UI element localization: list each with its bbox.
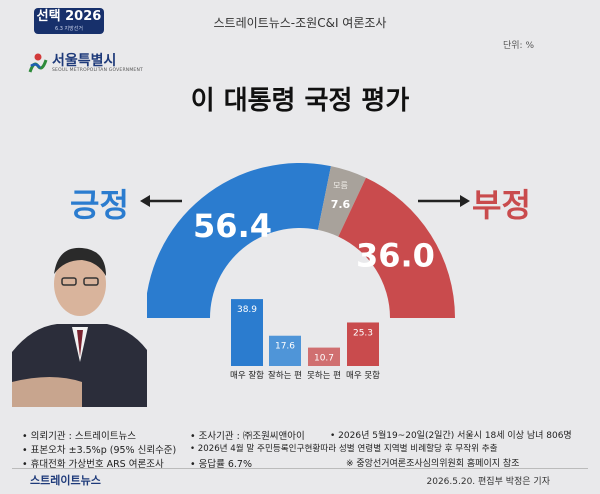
note-period: • 2026년 5월19~20일(2일간) 서울시 18세 이상 남녀 806명 [330, 431, 572, 441]
gauge-value-positive: 56.4 [193, 207, 272, 245]
gauge-value-negative: 36.0 [356, 236, 435, 274]
header-title: 스트레이트뉴스-조원C&I 여론조사 [213, 16, 387, 30]
badge-subtext: 6.3 지방선거 [55, 26, 83, 32]
gauge-value-unknown: 7.6 [331, 198, 351, 211]
gauge-slice-unknown [317, 166, 366, 237]
note-method: • 휴대전화 가상번호 ARS 여론조사 [22, 459, 164, 470]
note-margin: • 표본오차 ±3.5%p (95% 신뢰수준) [22, 445, 177, 456]
region-name: 서울특별시 [52, 53, 117, 69]
bar-value-2: 17.6 [275, 342, 295, 352]
credit-line: 2026.5.20. 편집부 박정은 기자 [426, 477, 551, 487]
president-photo [12, 232, 147, 407]
negative-arrow-icon [418, 195, 470, 207]
bar-value-1: 38.9 [237, 305, 257, 315]
note-agency: • 조사기관 : ㈜조원씨앤아이 [190, 431, 305, 442]
bar-2 [269, 335, 301, 366]
gauge-slice-positive [145, 162, 331, 318]
gauge-label-unknown: 모름 [333, 181, 348, 190]
note-sampling: • 2026년 4월 말 주민등록인구현황따라 성별 연령별 지역별 비례할당 … [190, 444, 498, 454]
note-response: • 응답률 6.7% [190, 459, 252, 470]
brand-name: 스트레이트뉴스 [30, 474, 101, 487]
chart-title: 이 대통령 국정 평가 [190, 86, 410, 116]
survey-notes: • 의뢰기관 : 스트레이트뉴스 • 표본오차 ±3.5%p (95% 신뢰수준… [12, 424, 588, 470]
bar-category-1: 매우 잘함 [230, 370, 264, 381]
note-client: • 의뢰기관 : 스트레이트뉴스 [22, 431, 137, 442]
positive-word: 긍정 [70, 186, 129, 224]
bar-3 [308, 347, 340, 366]
unit-note: 단위: % [502, 41, 534, 51]
footer-divider [12, 468, 588, 469]
badge-text: 선택 2026 [36, 9, 102, 24]
gauge-slice-negative [338, 177, 455, 318]
bar-value-3: 10.7 [314, 354, 334, 364]
bar-value-4: 25.3 [353, 328, 373, 338]
bar-category-3: 못하는 편 [307, 370, 341, 381]
election-badge: 선택 2026 6.3 지방선거 [34, 8, 104, 34]
bar-1 [231, 299, 263, 366]
positive-arrow-icon [140, 195, 182, 207]
negative-word: 부정 [472, 186, 531, 224]
seoul-logo-icon [28, 53, 48, 73]
note-reference: ※ 중앙선거여론조사심의위원회 홈페이지 참조 [346, 459, 520, 469]
bar-category-2: 잘하는 편 [268, 370, 302, 381]
bar-4 [347, 322, 379, 366]
region-subtitle: SEOUL METROPOLITAN GOVERNMENT [52, 68, 143, 73]
bar-category-4: 매우 못함 [346, 371, 380, 381]
